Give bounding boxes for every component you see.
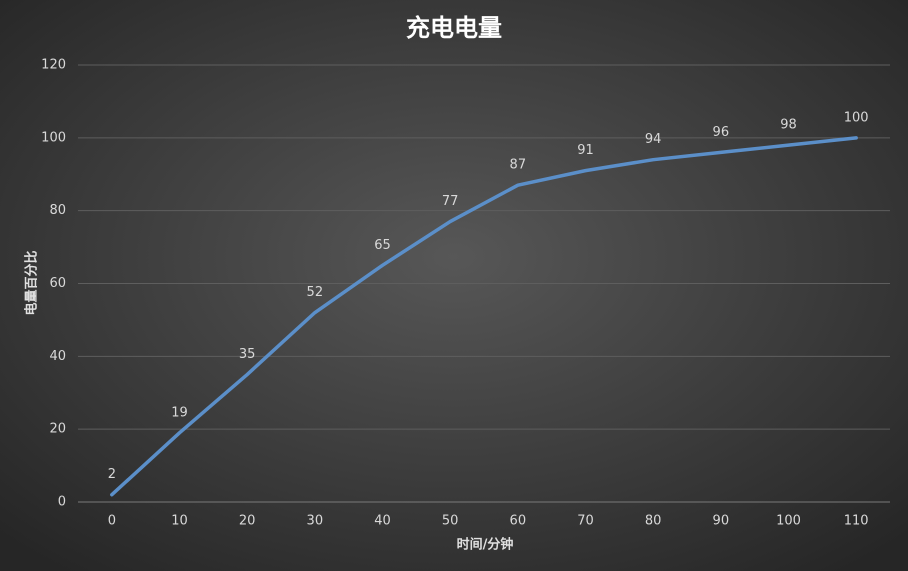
- y-tick-label: 20: [49, 422, 66, 437]
- data-label: 2: [108, 467, 116, 482]
- data-label: 98: [780, 118, 797, 133]
- x-tick-label: 30: [307, 514, 324, 529]
- x-axis-label: 时间/分钟: [457, 537, 514, 553]
- x-tick-label: 100: [776, 514, 801, 529]
- x-tick-label: 90: [713, 514, 730, 529]
- data-label: 52: [307, 285, 324, 300]
- data-label: 94: [645, 132, 662, 147]
- data-label: 77: [442, 194, 459, 209]
- data-label: 91: [577, 143, 594, 158]
- data-label: 35: [239, 347, 256, 362]
- y-tick-label: 120: [41, 58, 66, 73]
- x-tick-label: 110: [844, 514, 869, 529]
- data-label: 65: [374, 238, 391, 253]
- x-tick-label: 0: [108, 514, 116, 529]
- data-label: 100: [844, 110, 869, 125]
- chart-title: 充电电量: [406, 14, 502, 42]
- y-tick-label: 60: [49, 276, 66, 291]
- x-tick-label: 80: [645, 514, 662, 529]
- y-axis-label: 电量百分比: [24, 250, 40, 315]
- x-tick-label: 20: [239, 514, 256, 529]
- x-tick-label: 40: [374, 514, 391, 529]
- y-tick-label: 0: [58, 495, 66, 510]
- data-label: 19: [171, 405, 188, 420]
- data-label: 96: [713, 125, 730, 140]
- y-tick-label: 80: [49, 203, 66, 218]
- data-line: [110, 136, 858, 497]
- y-tick-label: 100: [41, 130, 66, 145]
- data-label: 87: [510, 158, 527, 173]
- x-tick-label: 60: [510, 514, 527, 529]
- x-tick-label: 10: [171, 514, 188, 529]
- x-tick-label: 50: [442, 514, 459, 529]
- y-tick-label: 40: [49, 349, 66, 364]
- x-tick-label: 70: [577, 514, 594, 529]
